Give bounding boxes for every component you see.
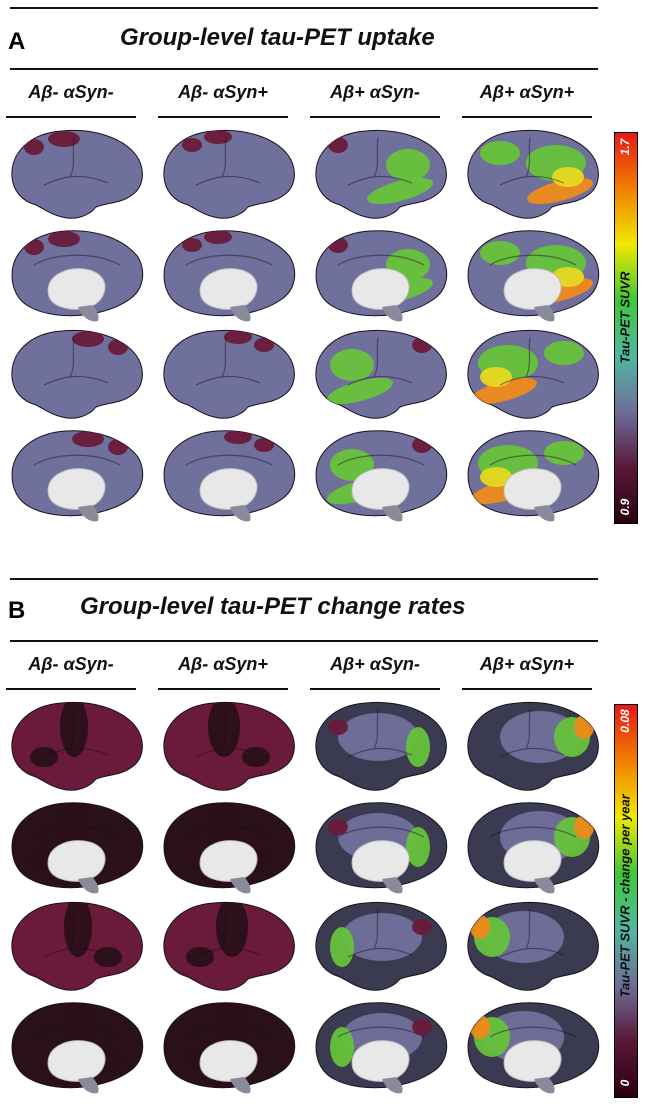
- panel-b-brain-r4-c2: [156, 997, 300, 1102]
- panel-a-column-rule-2: [158, 116, 288, 118]
- panel-b-brain-r2-c2: [156, 797, 300, 902]
- panel-a-brain-r1-c3: [308, 125, 452, 230]
- panel-a-brain-grid: [0, 125, 600, 525]
- panel-b-brain-r4-c3: [308, 997, 452, 1102]
- panel-b-column-rule-2: [158, 688, 288, 690]
- panel-a-title-rule: [10, 68, 598, 70]
- panel-a-brain-r3-c1: [4, 325, 148, 430]
- panel-b-brain-r1-c2: [156, 697, 300, 802]
- panel-a-column-rule-3: [310, 116, 440, 118]
- panel-b-brain-grid: [0, 697, 600, 1102]
- panel-a-column-rule-4: [462, 116, 592, 118]
- panel-a-brain-r1-c4: [460, 125, 604, 230]
- panel-a-column-rule-1: [6, 116, 136, 118]
- panel-a-brain-r2-c2: [156, 225, 300, 330]
- panel-b-colorbar-min-label: 0: [618, 1079, 632, 1087]
- panel-a-top-rule: [10, 7, 598, 9]
- panel-a-brain-r3-c4: [460, 325, 604, 430]
- panel-a-brain-r1-c2: [156, 125, 300, 230]
- panel-a-brain-r4-c1: [4, 425, 148, 530]
- panel-a-brain-r2-c4: [460, 225, 604, 330]
- panel-b-brain-r2-c1: [4, 797, 148, 902]
- panel-b-column-rule-4: [462, 688, 592, 690]
- panel-a-brain-r4-c4: [460, 425, 604, 530]
- panel-b-colorbar: [614, 704, 638, 1098]
- panel-a-colorbar-min-label: 0.9: [618, 498, 632, 516]
- panel-b-title-rule: [10, 640, 598, 642]
- panel-b-column-label-3: Aβ+ αSyn-: [330, 654, 420, 674]
- panel-b-brain-r4-c4: [460, 997, 604, 1102]
- panel-a-colorbar-title: Tau-PET SUVR: [617, 271, 633, 364]
- panel-b-letter: B: [8, 597, 26, 624]
- panel-b-brain-r3-c2: [156, 897, 300, 1002]
- panel-b-title: Group-level tau-PET change rates: [80, 593, 466, 620]
- panel-b-brain-r3-c3: [308, 897, 452, 1002]
- panel-a-colorbar-max-label: 1.7: [618, 138, 632, 156]
- panel-b-column-label-4: Aβ+ αSyn+: [479, 654, 575, 674]
- panel-b-brain-r1-c1: [4, 697, 148, 802]
- panel-a-brain-r4-c3: [308, 425, 452, 530]
- panel-b-brain-r2-c4: [460, 797, 604, 902]
- panel-a-brain-r1-c1: [4, 125, 148, 230]
- panel-b-brain-r1-c4: [460, 697, 604, 802]
- panel-a-title: Group-level tau-PET uptake: [120, 24, 435, 51]
- panel-b-brain-r3-c4: [460, 897, 604, 1002]
- panel-b-column-rule-3: [310, 688, 440, 690]
- panel-a-column-label-4: Aβ+ αSyn+: [479, 82, 575, 102]
- panel-a-column-label-1: Aβ- αSyn-: [28, 82, 114, 102]
- panel-b-brain-r2-c3: [308, 797, 452, 902]
- panel-a-brain-r2-c3: [308, 225, 452, 330]
- panel-a-brain-r3-c3: [308, 325, 452, 430]
- panel-b-brain-r1-c3: [308, 697, 452, 802]
- panel-b: B Group-level tau-PET change rates Aβ- α…: [0, 560, 646, 1106]
- panel-b-column-rule-1: [6, 688, 136, 690]
- panel-b-brain-r4-c1: [4, 997, 148, 1102]
- panel-a-letter: A: [8, 28, 26, 55]
- panel-b-column-label-1: Aβ- αSyn-: [28, 654, 114, 674]
- panel-a-column-label-2: Aβ- αSyn+: [178, 82, 268, 102]
- panel-a: A Group-level tau-PET uptake Aβ- αSyn- A…: [0, 7, 638, 525]
- panel-a-column-label-3: Aβ+ αSyn-: [330, 82, 420, 102]
- panel-b-top-rule: [10, 578, 598, 580]
- panel-b-brain-r3-c1: [4, 897, 148, 1002]
- panel-b-colorbar-title: Tau-PET SUVR - change per year: [617, 794, 633, 998]
- panel-a-brain-r4-c2: [156, 425, 300, 530]
- panel-a-brain-r2-c1: [4, 225, 148, 330]
- panel-a-brain-r3-c2: [156, 325, 300, 430]
- panel-b-column-label-2: Aβ- αSyn+: [178, 654, 268, 674]
- panel-a-colorbar: [614, 132, 638, 524]
- panel-b-colorbar-max-label: 0.08: [618, 709, 632, 733]
